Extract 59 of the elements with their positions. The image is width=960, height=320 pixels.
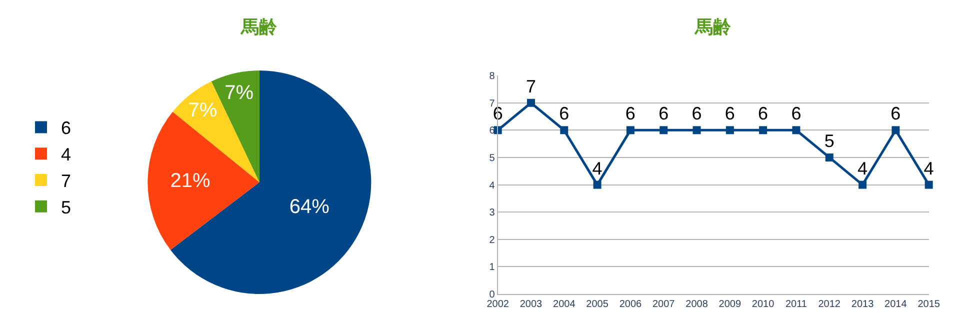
- data-label: 7%: [188, 99, 218, 122]
- point: [792, 126, 800, 134]
- data-label: 4: [592, 158, 602, 178]
- point: [593, 180, 602, 189]
- y-tick-label: 7: [489, 98, 496, 110]
- x-tick-label: 2007: [652, 299, 676, 310]
- data-label: 6: [625, 104, 636, 124]
- x-tick-label: 2013: [851, 299, 874, 310]
- point: [526, 98, 535, 107]
- chart-title: 馬齢: [694, 17, 732, 38]
- y-tick-label: 2: [489, 234, 496, 246]
- x-tick-label: 2008: [686, 299, 708, 310]
- data-label: 6: [758, 104, 768, 124]
- data-label: 6: [791, 104, 802, 124]
- data-label: 6: [692, 104, 702, 124]
- x-tick-label: 2006: [619, 299, 642, 310]
- point: [560, 126, 568, 134]
- x-tick-label: 2003: [520, 299, 543, 310]
- y-tick-label: 3: [489, 208, 496, 219]
- pie-slice: [170, 70, 372, 294]
- point: [825, 153, 834, 162]
- data-label: 21%: [170, 170, 210, 192]
- x-tick-label: 2010: [752, 299, 775, 310]
- x-tick-label: 2012: [818, 299, 841, 310]
- data-label: 6: [724, 104, 735, 124]
- x-tick-label: 2005: [586, 299, 609, 310]
- x-tick-label: 2015: [918, 299, 940, 310]
- x-tick-label: 2011: [785, 299, 808, 310]
- point: [858, 180, 867, 189]
- y-tick-label: 5: [489, 152, 496, 164]
- point: [660, 126, 668, 134]
- legend-label: 4: [61, 144, 72, 165]
- data-label: 6: [559, 104, 570, 124]
- y-tick-label: 1: [489, 262, 496, 274]
- legend-label: 7: [61, 171, 72, 192]
- y-tick-label: 8: [489, 71, 496, 82]
- data-label: 6: [658, 104, 669, 124]
- legend-label: 6: [61, 118, 72, 138]
- data-label: 7%: [224, 82, 254, 104]
- data-label: 64%: [289, 196, 330, 218]
- point: [892, 126, 900, 134]
- data-label: 6: [890, 104, 901, 124]
- x-tick-label: 2004: [553, 299, 576, 310]
- x-tick-label: 2009: [718, 299, 742, 310]
- point: [626, 126, 634, 134]
- point: [726, 126, 734, 134]
- data-label: 4: [924, 158, 934, 178]
- x-tick-label: 2002: [486, 299, 510, 310]
- data-label: 5: [824, 130, 834, 151]
- y-tick-label: 4: [489, 180, 496, 192]
- point: [692, 126, 701, 134]
- y-tick-label: 0: [489, 290, 496, 300]
- legend-label: 5: [61, 197, 72, 218]
- point: [759, 126, 768, 134]
- data-label: 7: [526, 76, 536, 96]
- point: [924, 180, 933, 189]
- chart-title: 馬齢: [240, 17, 278, 38]
- data-label: 4: [858, 158, 868, 178]
- x-tick-label: 2014: [884, 299, 908, 310]
